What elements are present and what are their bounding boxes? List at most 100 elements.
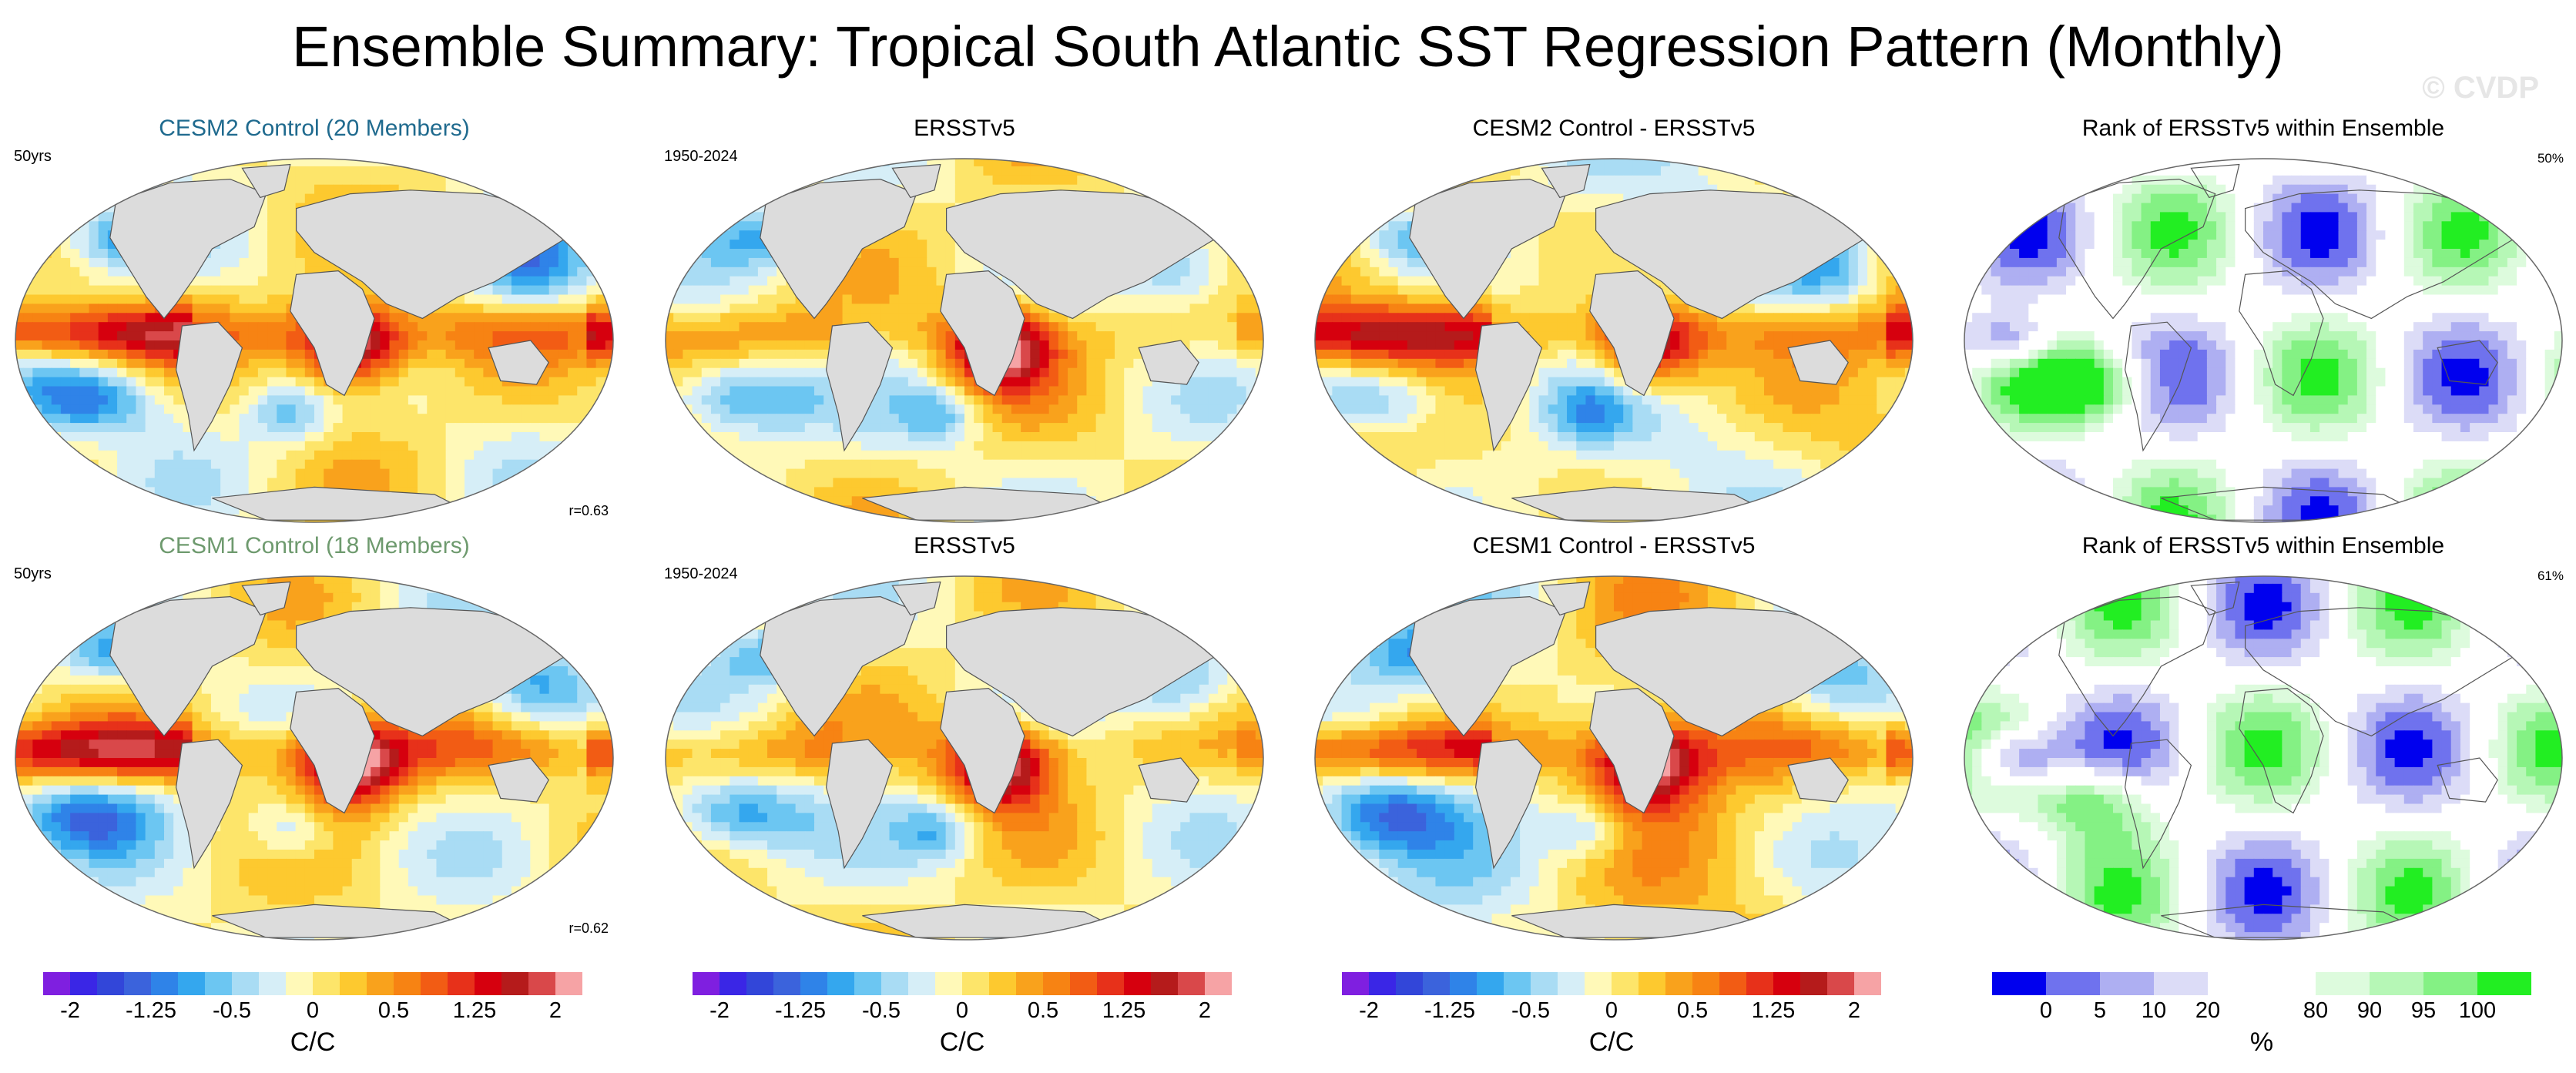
colorbar-tick-label: 2 [1848, 998, 1860, 1024]
continent-outline [1409, 595, 1567, 737]
continent-outline [1138, 757, 1199, 803]
colorbar-tick-label: -2 [1359, 998, 1379, 1024]
colorbar-tick-label: 20 [2195, 998, 2220, 1024]
colorbar-cell [43, 972, 70, 995]
colorbar-cell [2208, 972, 2262, 995]
figure-title: Ensemble Summary: Tropical South Atlanti… [0, 14, 2576, 79]
colorbar-tick-label: 2 [549, 998, 562, 1024]
rank-percent-label: 50% [2537, 151, 2564, 166]
colorbar-cell [1639, 972, 1665, 995]
continent-outline [241, 163, 291, 199]
continent-outline [175, 321, 243, 452]
colorbar-tick-label: 5 [2094, 998, 2106, 1024]
colorbar-cell [1477, 972, 1504, 995]
pattern-correlation: r=0.63 [569, 503, 609, 519]
map-panel: CESM1 Control (18 Members) 50yrs r=0.62 [14, 533, 615, 941]
colorbar-cell [1719, 972, 1746, 995]
colorbar-cell [1205, 972, 1232, 995]
map-border [1314, 158, 1914, 523]
colorbar-cell [1043, 972, 1070, 995]
colorbar-tick-label: 1.25 [1752, 998, 1795, 1024]
panel-title: ERSSTv5 [664, 533, 1265, 559]
period-label: 50yrs [14, 565, 52, 583]
sst-colorbar-model: -2 -1.25 -0.5 0 0.5 1.25 2 C/C [43, 972, 582, 1065]
colorbar-cell [1800, 972, 1827, 995]
continent-outline [825, 321, 894, 452]
colorbar-cell [124, 972, 151, 995]
colorbar-cell [259, 972, 286, 995]
map-field [666, 576, 1263, 940]
continent-outline [2058, 178, 2216, 320]
colorbar-cell [1504, 972, 1531, 995]
colorbar-cell [1070, 972, 1097, 995]
colorbar-cell [719, 972, 746, 995]
continent-outline [2437, 757, 2498, 803]
map-field [1964, 159, 2562, 522]
panel-title: ERSSTv5 [664, 116, 1265, 142]
colorbar-tick-label: -1.25 [775, 998, 826, 1024]
colorbar-cell [854, 972, 881, 995]
colorbar-cell [394, 972, 421, 995]
continent-outline [760, 595, 917, 737]
pattern-correlation: r=0.62 [569, 920, 609, 937]
colorbar-tick-label: -2 [709, 998, 730, 1024]
continent-outline [2058, 595, 2216, 737]
colorbar-cell [693, 972, 719, 995]
colorbar-cell [827, 972, 854, 995]
colorbar-cell [1342, 972, 1369, 995]
map-border [665, 575, 1264, 941]
continent-outline [2124, 739, 2192, 870]
colorbar-tick-label: 0 [956, 998, 968, 1024]
continent-outline [825, 739, 894, 870]
colorbar-cell [2370, 972, 2423, 995]
map-panel: Rank of ERSSTv5 within Ensemble 61% [1963, 533, 2564, 941]
map-border [15, 575, 614, 941]
continent-outline [1138, 340, 1199, 385]
colorbar-tick-label: 0.5 [1028, 998, 1058, 1024]
colorbar-cell [448, 972, 475, 995]
map-border [1964, 158, 2563, 523]
panel-title: CESM2 Control - ERSSTv5 [1313, 116, 1914, 142]
continent-outline [940, 270, 1025, 397]
continent-outline [1595, 607, 1867, 737]
colorbar-cell [1178, 972, 1205, 995]
colorbar-cell [313, 972, 340, 995]
colorbar-cell [1450, 972, 1477, 995]
colorbar-cell [1151, 972, 1178, 995]
colorbar-cell [1369, 972, 1396, 995]
colorbar-tick-label: -0.5 [862, 998, 901, 1024]
colorbar-cell [2046, 972, 2100, 995]
robinson-map [15, 575, 614, 941]
colorbar-tick-label: 1.25 [453, 998, 496, 1024]
panel-title: Rank of ERSSTv5 within Ensemble [1963, 533, 2564, 559]
colorbar-tick-label: -0.5 [213, 998, 251, 1024]
map-field [1315, 576, 1913, 940]
continent-outline [1541, 581, 1591, 616]
continent-outline [488, 757, 549, 803]
continent-outline [109, 178, 267, 320]
panel-title: CESM2 Control (20 Members) [14, 116, 615, 142]
colorbar-tick-label: 95 [2411, 998, 2436, 1024]
continent-outline [1589, 687, 1675, 814]
continent-outline [891, 581, 941, 616]
continent-outline [109, 595, 267, 737]
panel-title: CESM1 Control - ERSSTv5 [1313, 533, 1914, 559]
continent-outline [2245, 607, 2517, 737]
colorbar-unit: C/C [693, 1028, 1232, 1058]
colorbar-cells [1342, 972, 1881, 995]
map-panel: ERSSTv5 1950-2024 [664, 116, 1265, 524]
cvdp-watermark: © CVDP [2422, 71, 2539, 106]
colorbar-cell [1016, 972, 1043, 995]
continent-outline [175, 739, 243, 870]
colorbar-cell [205, 972, 232, 995]
colorbar-tick-label: 0 [1605, 998, 1618, 1024]
colorbar-cells [1992, 972, 2531, 995]
colorbar-cell [421, 972, 448, 995]
robinson-map [1964, 575, 2563, 941]
continent-outline [1589, 270, 1675, 397]
continent-outline [1787, 340, 1849, 385]
colorbar-cell [989, 972, 1016, 995]
colorbar-cell [286, 972, 313, 995]
map-border [15, 158, 614, 523]
continent-outline [2239, 687, 2324, 814]
